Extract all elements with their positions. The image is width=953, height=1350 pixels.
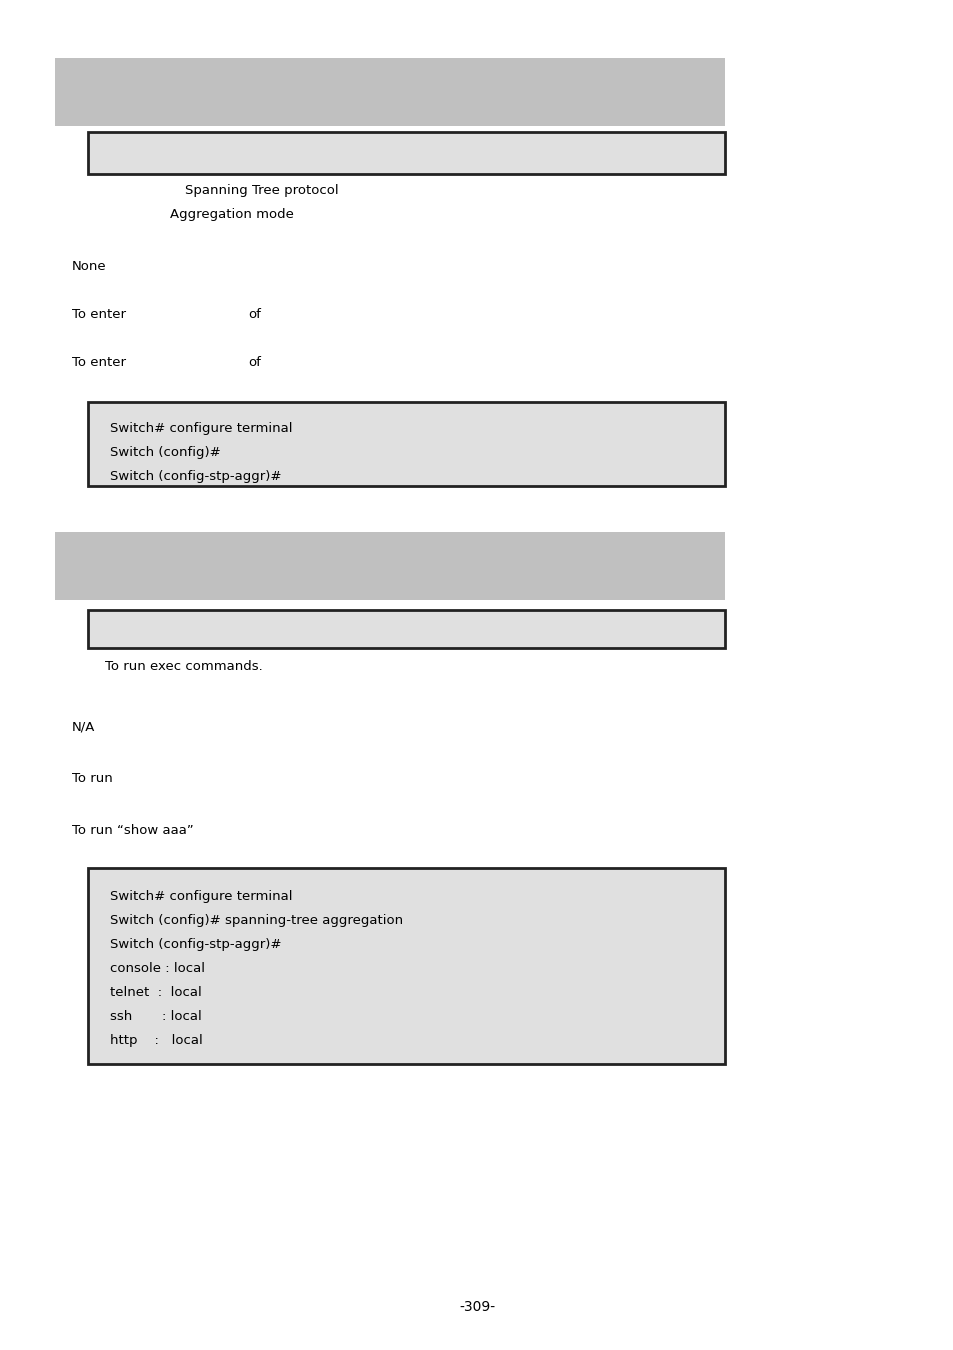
Bar (88, 132, 724, 174)
Text: telnet  :  local: telnet : local (110, 986, 201, 999)
Text: Switch (config)#: Switch (config)# (110, 446, 220, 459)
Text: Spanning Tree protocol: Spanning Tree protocol (185, 184, 338, 197)
Text: To run: To run (71, 772, 112, 784)
Text: -309-: -309- (458, 1300, 495, 1314)
Text: console : local: console : local (110, 963, 205, 975)
Text: http    :   local: http : local (110, 1034, 203, 1048)
Bar (88, 402, 724, 486)
Text: Switch# configure terminal: Switch# configure terminal (110, 890, 293, 903)
Text: To run exec commands.: To run exec commands. (105, 660, 262, 674)
Bar (55, 58, 724, 126)
Text: of: of (248, 308, 260, 321)
Text: ssh       : local: ssh : local (110, 1010, 201, 1023)
Text: None: None (71, 261, 107, 273)
Bar (88, 868, 724, 1064)
Text: of: of (248, 356, 260, 369)
Text: To enter: To enter (71, 308, 126, 321)
Text: Switch (config-stp-aggr)#: Switch (config-stp-aggr)# (110, 938, 281, 950)
Text: Aggregation mode: Aggregation mode (170, 208, 294, 221)
Text: Switch# configure terminal: Switch# configure terminal (110, 423, 293, 435)
Text: Switch (config)# spanning-tree aggregation: Switch (config)# spanning-tree aggregati… (110, 914, 403, 927)
Bar (55, 532, 724, 599)
Text: Switch (config-stp-aggr)#: Switch (config-stp-aggr)# (110, 470, 281, 483)
Text: N/A: N/A (71, 720, 95, 733)
Text: To run “show aaa”: To run “show aaa” (71, 824, 193, 837)
Bar (88, 610, 724, 648)
Text: To enter: To enter (71, 356, 126, 369)
